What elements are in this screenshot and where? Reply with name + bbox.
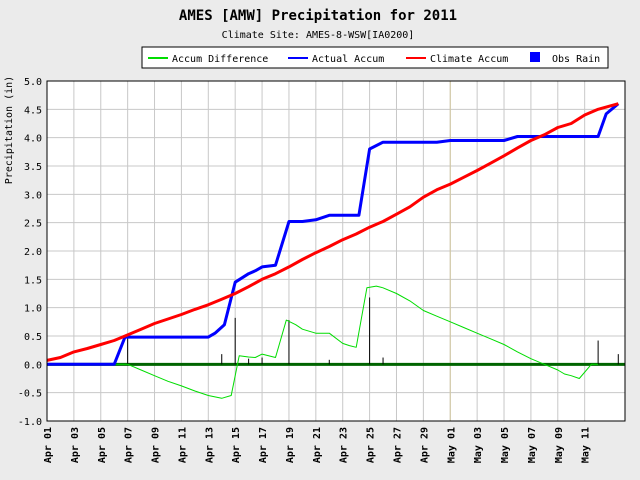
x-tick-label: Apr 29: [419, 427, 430, 463]
x-tick-label: Apr 19: [285, 427, 296, 463]
y-tick-label: 1.0: [24, 304, 42, 315]
legend-label-obs-rain: Obs Rain: [552, 54, 600, 65]
y-tick-label: -0.5: [18, 389, 42, 400]
series-line-actual-accum: [47, 102, 620, 366]
x-tick-label: May 11: [581, 427, 592, 463]
y-tick-label: 4.5: [24, 105, 42, 116]
x-tick-label: Apr 05: [97, 427, 108, 463]
y-tick-label: 1.5: [24, 275, 42, 286]
legend-box: [141, 46, 609, 69]
x-tick-label: Apr 09: [151, 427, 162, 463]
y-tick-label: -1.0: [18, 417, 42, 428]
x-tick-label: Apr 23: [339, 427, 350, 463]
y-axis-ticks: -1.0 -0.5 0.0 0.5 1.0 1.5 2.0 2.5 3.0 3.5 4.0 4.5 5.…: [18, 77, 42, 428]
x-tick-label: Apr 27: [392, 427, 403, 463]
plot-frame: [46, 80, 626, 422]
x-tick-label: May 07: [527, 427, 538, 463]
chart-marks: [46, 80, 626, 422]
x-tick-label: May 03: [473, 427, 484, 463]
y-tick-label: 2.5: [24, 219, 42, 230]
y-tick-label: 3.0: [24, 190, 42, 201]
x-tick-label: Apr 03: [70, 427, 81, 463]
y-tick-label: 4.0: [24, 134, 42, 145]
y-tick-label: 3.5: [24, 162, 42, 173]
x-tick-label: May 05: [500, 427, 511, 463]
x-tick-label: May 09: [554, 427, 565, 463]
y-tick-label: 0.5: [24, 332, 42, 343]
x-tick-label: Apr 17: [258, 427, 269, 463]
series-line-climate-accum: [46, 102, 619, 362]
y-tick-label: 2.0: [24, 247, 42, 258]
legend-label-actual-accum: Actual Accum: [312, 54, 384, 65]
x-tick-label: Apr 01: [43, 427, 54, 463]
y-tick-label: 0.0: [24, 360, 42, 371]
x-tick-label: May 01: [446, 427, 457, 463]
legend-label-accum-difference: Accum Difference: [172, 54, 268, 65]
x-tick-label: Apr 11: [177, 427, 188, 463]
legend: Accum Difference Actual Accum Climate Ac…: [141, 46, 609, 69]
x-tick-label: Apr 07: [124, 427, 135, 463]
series-line-accum-difference: [114, 285, 599, 399]
x-tick-label: Apr 15: [231, 427, 242, 463]
legend-swatch-obs-rain: [530, 52, 540, 62]
x-axis-ticks: Apr 01 Apr 03 Apr 05 Apr 07 Apr 09 Apr 11 Apr …: [43, 427, 592, 463]
legend-label-climate-accum: Climate Accum: [430, 54, 508, 65]
chart-title: AMES [AMW] Precipitation for 2011: [179, 8, 457, 24]
y-tick-label: 5.0: [24, 77, 42, 88]
chart-subtitle: Climate Site: AMES-8-WSW[IA0200]: [222, 30, 415, 41]
y-axis-label: Precipitation (in): [4, 76, 15, 184]
x-tick-label: Apr 13: [204, 427, 215, 463]
x-tick-label: Apr 25: [366, 427, 377, 463]
x-tick-label: Apr 21: [312, 427, 323, 463]
